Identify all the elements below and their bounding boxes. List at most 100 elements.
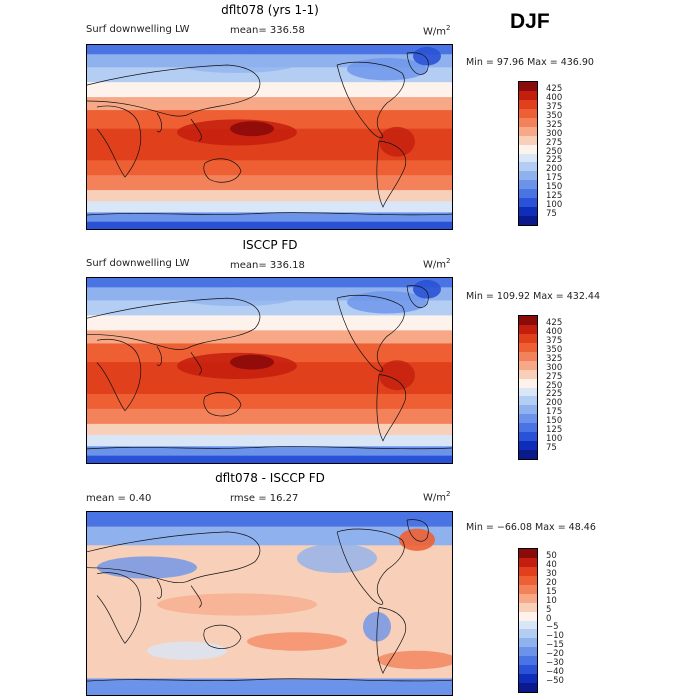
field-patch (230, 121, 274, 137)
panel-2-map-field (87, 278, 452, 463)
panel-2-units: W/m2 (423, 257, 451, 271)
field-band (87, 343, 452, 364)
colorbar-tick-label: 30 (546, 568, 557, 579)
colorbar-tick-label: 375 (546, 101, 563, 112)
field-patch (297, 543, 377, 574)
field-band (87, 446, 452, 457)
colorbar-tick-label: 400 (546, 326, 563, 337)
colorbar-tick-label: 300 (546, 128, 563, 139)
field-patch (177, 54, 297, 73)
colorbar-swatch (519, 342, 537, 352)
field-patch (157, 593, 317, 616)
field-band (87, 221, 452, 229)
panel-2-field-label: Surf downwelling LW (86, 258, 190, 269)
coastline (156, 112, 162, 133)
colorbar-swatch (519, 414, 537, 424)
field-band (87, 455, 452, 463)
colorbar-swatch (519, 117, 537, 127)
field-patch (247, 632, 347, 651)
colorbar-tick-label: 225 (546, 155, 563, 166)
colorbar-tick-label: 150 (546, 416, 563, 427)
coastline (336, 294, 405, 372)
field-band (87, 147, 452, 162)
colorbar-swatch (519, 566, 537, 576)
colorbar-tick-label: 125 (546, 191, 563, 202)
field-patch (347, 58, 427, 81)
colorbar-swatch (519, 216, 537, 225)
colorbar-tick-label: 325 (546, 353, 563, 364)
colorbar-swatch (519, 171, 537, 181)
field-patch (177, 287, 297, 307)
coastline (336, 61, 405, 139)
field-band (87, 435, 452, 448)
field-patch (379, 126, 415, 157)
coastline (87, 531, 261, 583)
colorbar-tick-label: 100 (546, 434, 563, 445)
colorbar-swatch (519, 108, 537, 118)
colorbar-tick-label: −50 (546, 676, 564, 687)
panel-2-title: ISCCP FD (242, 238, 298, 252)
colorbar-swatch (519, 557, 537, 567)
colorbar-swatch (519, 629, 537, 639)
panel-1-title: dflt078 (yrs 1-1) (221, 3, 319, 17)
colorbar-tick-label: −5 (546, 622, 559, 633)
field-patch (413, 46, 441, 66)
colorbar-swatch (519, 575, 537, 585)
colorbar-tick-label: 200 (546, 164, 563, 175)
colorbar-tick-label: 125 (546, 425, 563, 436)
colorbar-swatch (519, 180, 537, 190)
colorbar-swatch (519, 441, 537, 451)
colorbar-tick-label: 425 (546, 83, 563, 94)
coastline (156, 346, 162, 366)
field-patch (230, 354, 274, 370)
colorbar-swatch (519, 126, 537, 136)
coastline (203, 158, 242, 183)
field-patch (347, 291, 427, 314)
colorbar-swatch (519, 656, 537, 666)
colorbar-swatch (519, 387, 537, 397)
coastline (376, 607, 407, 674)
field-band (87, 175, 452, 192)
colorbar-swatch (519, 638, 537, 648)
colorbar-tick-label: 5 (546, 604, 552, 615)
colorbar-swatch (519, 333, 537, 343)
colorbar-tick-label: 425 (546, 317, 563, 328)
panel-1-units: W/m2 (423, 24, 451, 38)
panel-3-units: W/m2 (423, 490, 451, 504)
field-band (87, 278, 452, 289)
field-band (87, 380, 452, 395)
field-band (87, 110, 452, 130)
panel-1-field-label: Surf downwelling LW (86, 24, 190, 35)
colorbar-swatch (519, 647, 537, 657)
colorbar-tick-label: 100 (546, 200, 563, 211)
coastline (406, 285, 429, 308)
panel-3-map-field (87, 512, 452, 695)
coastline (87, 678, 452, 682)
field-patch (413, 279, 441, 299)
field-band (87, 201, 452, 214)
coastline (406, 52, 429, 75)
colorbar-swatch (519, 593, 537, 603)
field-band (87, 678, 452, 695)
colorbar-tick-label: 300 (546, 362, 563, 373)
colorbar-tick-label: 325 (546, 119, 563, 130)
colorbar-tick-label: 0 (546, 613, 552, 624)
colorbar-swatch (519, 144, 537, 154)
colorbar-tick-label: 50 (546, 550, 557, 561)
colorbar-swatch (519, 620, 537, 630)
colorbar-tick-label: 40 (546, 559, 557, 570)
colorbar-swatch (519, 351, 537, 361)
colorbar-swatch (519, 432, 537, 442)
colorbar-swatch (519, 665, 537, 675)
field-band (87, 512, 452, 527)
colorbar-swatch (519, 369, 537, 379)
coastline (87, 446, 452, 450)
colorbar-swatch (519, 316, 537, 325)
colorbar-swatch (519, 611, 537, 621)
colorbar-swatch (519, 674, 537, 684)
colorbar-tick-label: 400 (546, 92, 563, 103)
field-band (87, 526, 452, 546)
coastline (96, 572, 142, 644)
panel-1-colorbar (518, 81, 538, 226)
field-band (87, 212, 452, 223)
